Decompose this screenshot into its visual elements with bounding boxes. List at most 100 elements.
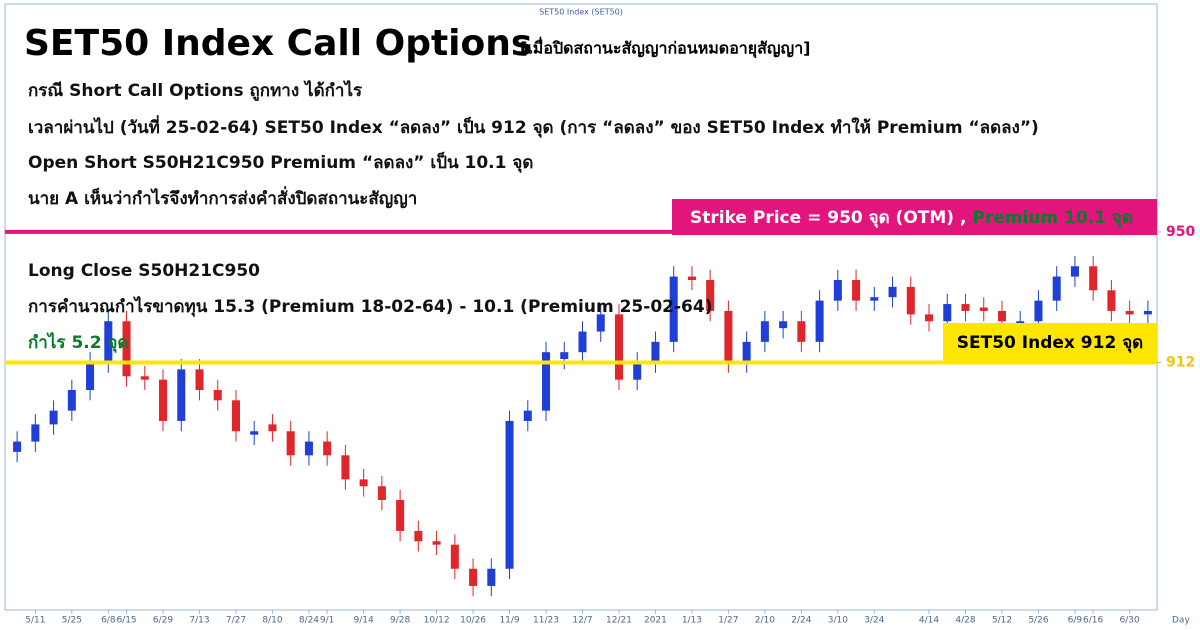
candle-body	[341, 455, 350, 480]
note: การคำนวณกำไรขาดทุน 15.3 (Premium 18-02-6…	[28, 296, 712, 317]
candle-body	[323, 441, 332, 456]
x-tick-label: 2/24	[791, 616, 811, 626]
candle-body	[1016, 321, 1025, 325]
strike-premium: Premium 10.1 จุด	[972, 208, 1133, 228]
candle-body	[396, 500, 405, 531]
x-tick-label: 12/7	[572, 616, 592, 626]
x-tick-label: 6/9	[1068, 616, 1083, 626]
candle-body	[140, 376, 149, 380]
chart-title: SET50 Index Call Options	[24, 23, 532, 64]
x-tick-label: 9/14	[354, 616, 374, 626]
candle-body	[195, 369, 204, 390]
candle-body	[122, 321, 131, 377]
candle-body	[1125, 310, 1134, 315]
candle-body	[469, 568, 478, 586]
index-box	[943, 323, 1157, 363]
candle-body	[268, 424, 277, 432]
candle-body	[1052, 276, 1061, 301]
x-tick-label: 8/10	[262, 616, 282, 626]
candle-body	[870, 297, 879, 301]
candle-body	[961, 304, 970, 311]
x-tick-label: 6/30	[1120, 616, 1140, 626]
candle-body	[31, 424, 40, 442]
x-tick-label: 3/24	[864, 616, 884, 626]
candle-body	[633, 362, 642, 380]
strike-box	[672, 199, 1157, 235]
text-line: เวลาผ่านไป (วันที่ 25-02-64) SET50 Index…	[28, 115, 1039, 138]
candle-body	[432, 541, 441, 545]
candle-body	[997, 310, 1006, 322]
candle-body	[1143, 310, 1152, 315]
x-tick-label: 2/10	[755, 616, 775, 626]
x-tick-label: 10/12	[424, 616, 450, 626]
candle-body	[852, 280, 861, 301]
candle-body	[797, 321, 806, 342]
candle-body	[359, 479, 368, 487]
candle-body	[943, 304, 952, 322]
x-tick-label: 7/27	[226, 616, 246, 626]
x-tick-label: 6/15	[116, 616, 136, 626]
x-tick-label: 3/10	[828, 616, 848, 626]
x-tick-label: 6/29	[153, 616, 173, 626]
candle-body	[67, 390, 76, 411]
candle-body	[906, 286, 915, 315]
candle-body	[724, 310, 733, 363]
candle-body	[687, 276, 696, 280]
y-tick-label: 950	[1166, 224, 1195, 240]
candle-body	[377, 486, 386, 500]
candle-body	[651, 341, 660, 363]
y-tick-label: 912	[1166, 355, 1195, 371]
x-tick-label: 12/21	[606, 616, 632, 626]
x-tick-label: 11/23	[533, 616, 559, 626]
x-tick-label: 5/25	[62, 616, 82, 626]
candle-body	[1034, 300, 1043, 322]
x-tick-label: 2021	[644, 616, 667, 626]
x-tick-label: 11/9	[499, 616, 519, 626]
x-tick-label: 10/26	[460, 616, 486, 626]
x-tick-label: 8/24	[299, 616, 319, 626]
index-label: SET50 Index 912 จุด	[957, 333, 1143, 353]
candle-body	[213, 390, 222, 401]
candle-body	[979, 307, 988, 311]
candle-body	[104, 321, 113, 363]
candle-body	[159, 379, 168, 421]
candle-body	[578, 331, 587, 353]
x-tick-label: 6/8	[101, 616, 116, 626]
text-line: Open Short S50H21C950 Premium “ลดลง” เป็…	[28, 150, 533, 173]
candle-body	[250, 431, 259, 435]
chart-subtitle: [เมื่อปิดสถานะสัญญาก่อนหมดอายุสัญญา]	[520, 37, 810, 59]
candle-body	[414, 530, 423, 542]
candle-body	[888, 286, 897, 298]
candle-body	[286, 431, 295, 456]
candle-body	[231, 400, 240, 432]
candle-body	[13, 441, 22, 452]
x-tick-label: 7/13	[189, 616, 209, 626]
candle-body	[742, 341, 751, 363]
candle-body	[523, 410, 532, 421]
x-tick-label: 1/13	[682, 616, 702, 626]
candle-body	[596, 314, 605, 332]
candle-body	[1107, 290, 1116, 311]
candle-body	[450, 544, 459, 569]
candle-body	[487, 568, 496, 586]
x-tick-label: 5/26	[1028, 616, 1048, 626]
candle-body	[86, 362, 95, 390]
x-tick-label: 9/1	[320, 616, 334, 626]
text-line: นาย A เห็นว่ากำไรจึงทำการส่งคำสั่งปิดสถา…	[28, 186, 417, 209]
candle-body	[706, 280, 715, 311]
candle-body	[760, 321, 769, 342]
x-tick-label: 5/12	[992, 616, 1012, 626]
x-tick-label: 9/28	[390, 616, 410, 626]
candle-body	[560, 352, 569, 360]
x-tick-label: 5/11	[25, 616, 45, 626]
x-tick-label: 4/14	[919, 616, 939, 626]
candle-body	[669, 276, 678, 342]
strike-label: Strike Price = 950 จุด (OTM) ,	[690, 208, 972, 228]
candle-body	[1070, 266, 1079, 277]
candle-body	[779, 321, 788, 329]
strike-text: Strike Price = 950 จุด (OTM) , Premium 1…	[690, 208, 1133, 228]
x-tick-label: 4/28	[955, 616, 975, 626]
candle-body	[1089, 266, 1098, 291]
candle-body	[542, 352, 551, 411]
plot-area	[13, 255, 1152, 597]
